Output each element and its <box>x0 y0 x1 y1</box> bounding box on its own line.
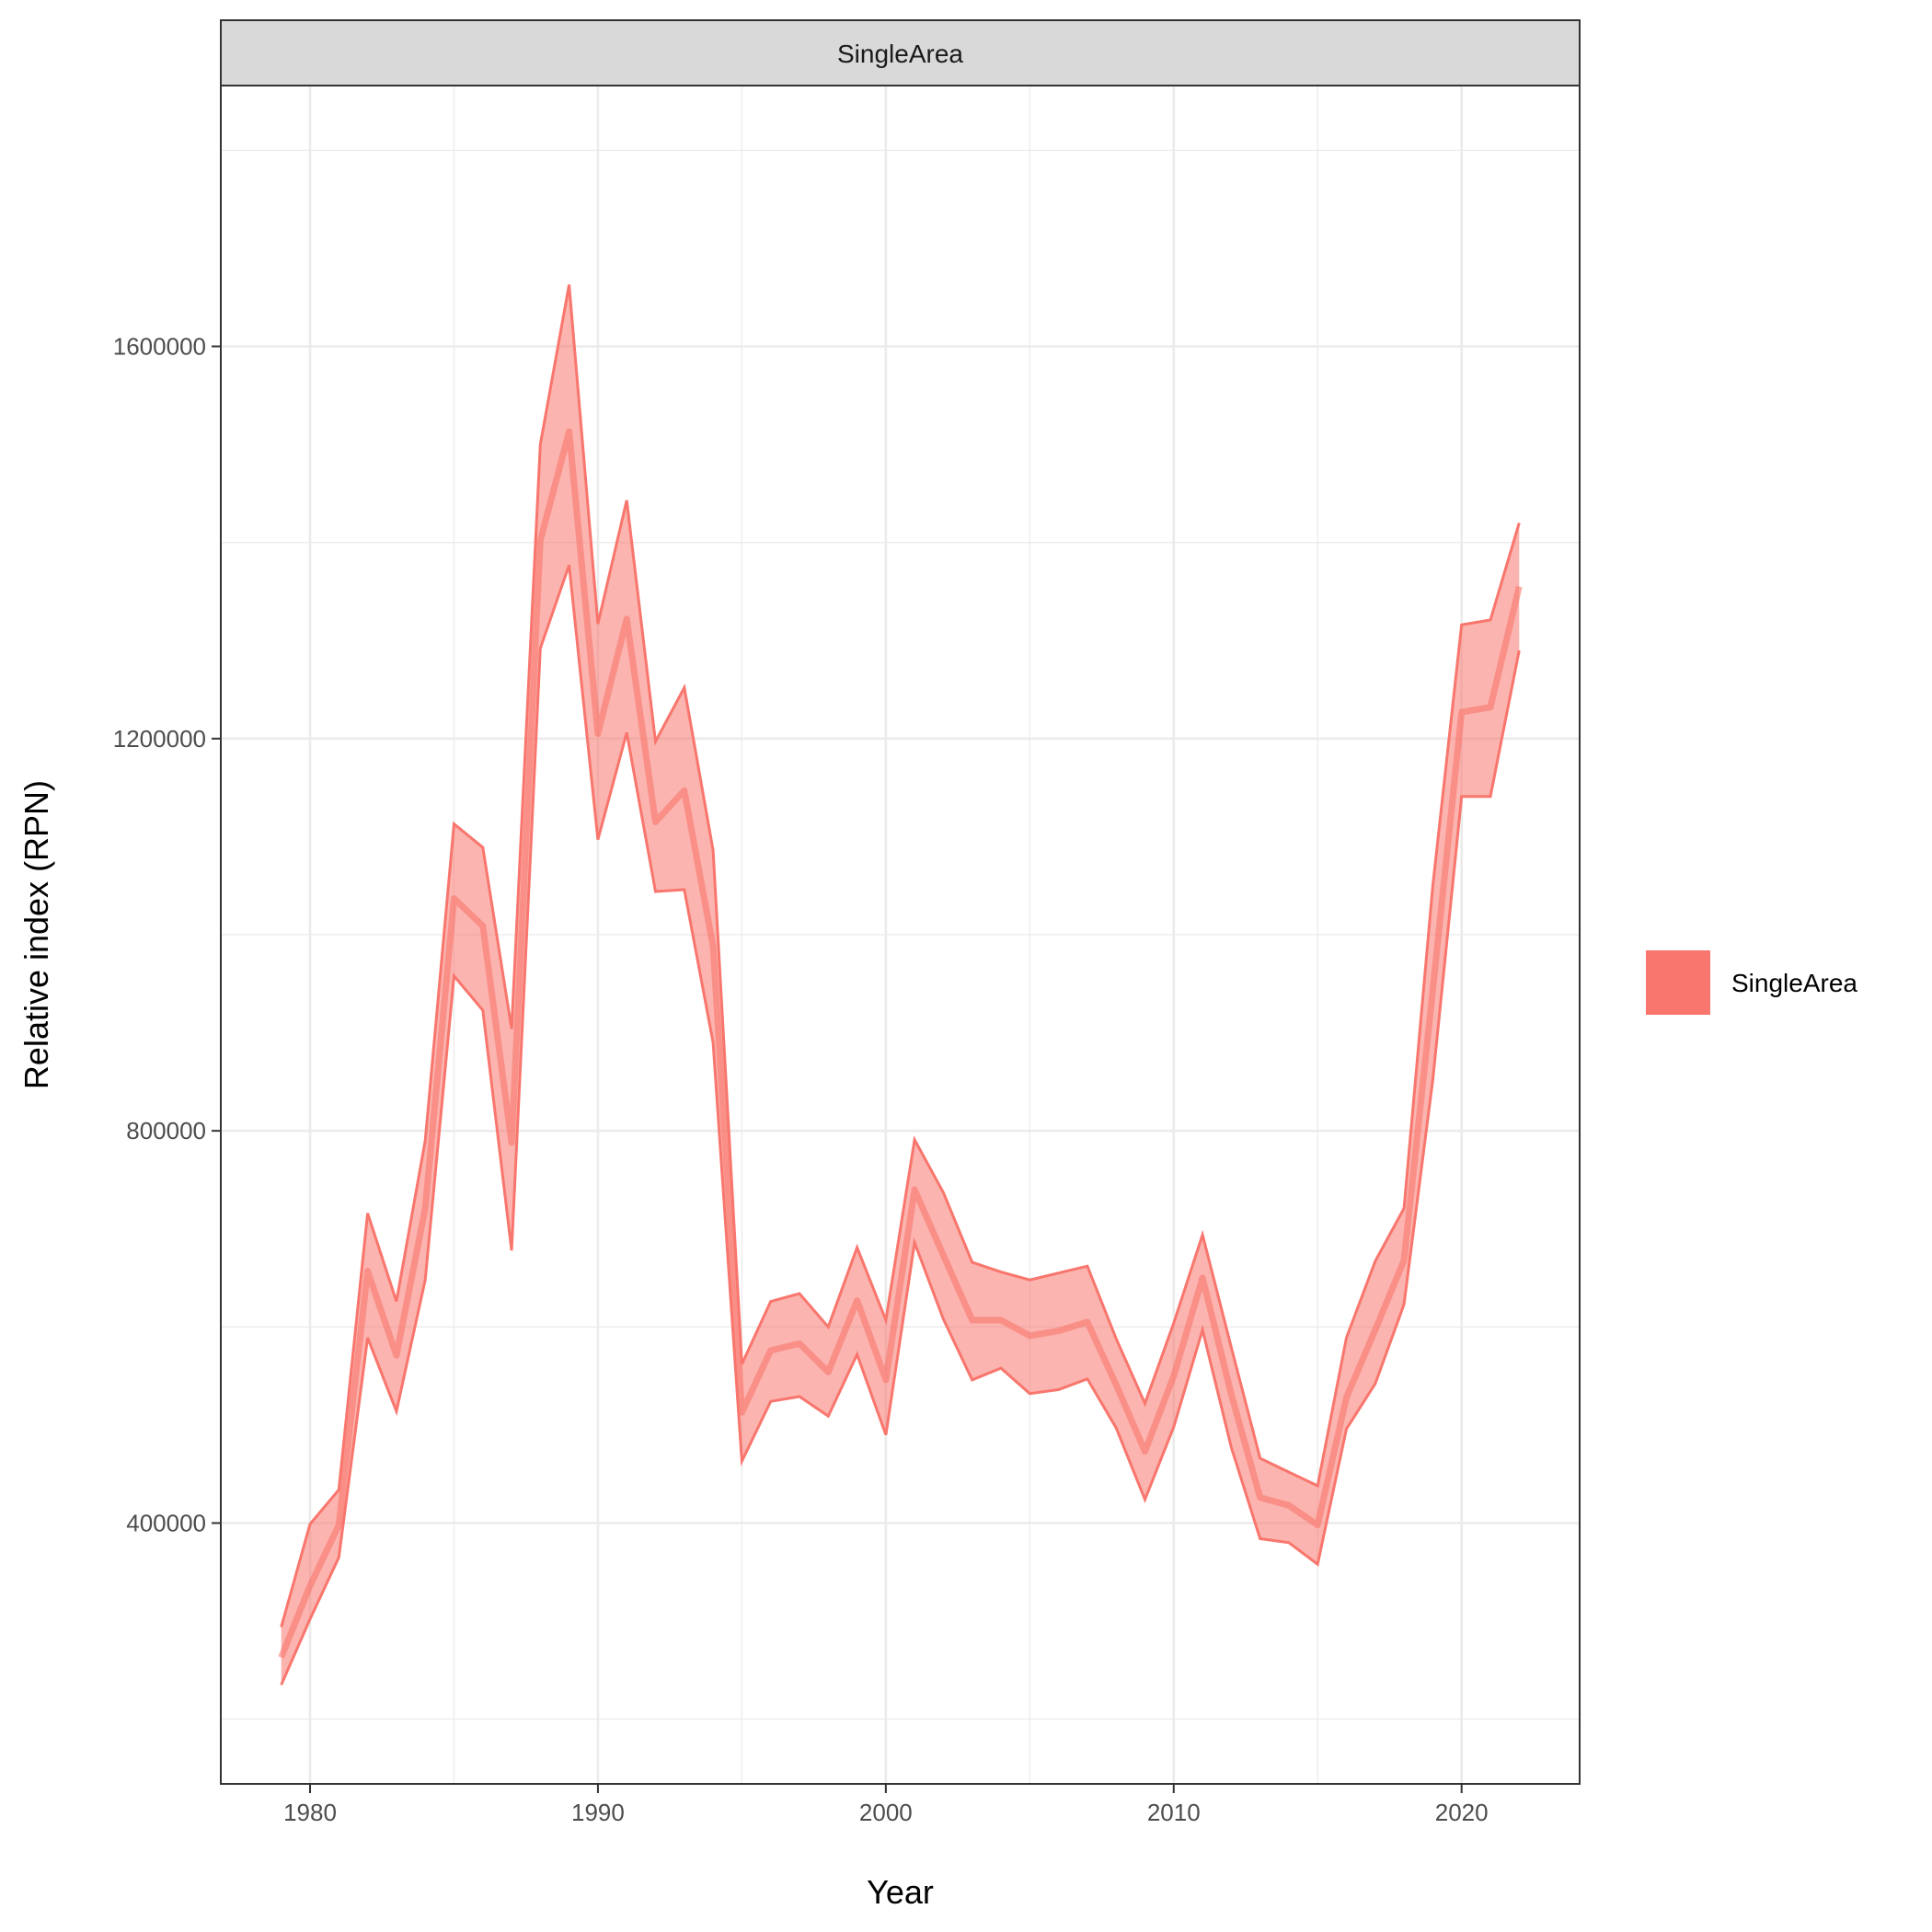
x-tick-label: 1990 <box>571 1799 625 1826</box>
estimate-line <box>278 428 1523 1659</box>
legend-label: SingleArea <box>1731 969 1857 997</box>
x-tick-label: 2010 <box>1147 1799 1201 1826</box>
major-gridlines <box>221 86 1580 1784</box>
legend: SingleArea <box>1646 950 1857 1015</box>
x-axis: 1980 1990 2000 2010 2020 <box>283 1784 1489 1826</box>
y-tick-label: 1200000 <box>113 725 206 753</box>
y-tick-label: 800000 <box>126 1117 206 1144</box>
x-axis-title: Year <box>867 1873 934 1911</box>
y-tick-label: 400000 <box>126 1509 206 1536</box>
legend-key <box>1646 950 1710 1015</box>
y-axis-title: Relative index (RPN) <box>17 780 55 1089</box>
facet-strip: SingleArea <box>220 19 1581 86</box>
lower-bound-line <box>280 564 1521 1686</box>
y-axis: 400000 800000 1200000 1600000 <box>113 333 221 1536</box>
panel <box>220 85 1581 1785</box>
y-tick-label: 1600000 <box>113 333 206 361</box>
x-tick-label: 1980 <box>283 1799 337 1826</box>
facet-strip-label: SingleArea <box>837 40 963 68</box>
x-tick-label: 2000 <box>859 1799 913 1826</box>
x-tick-label: 2020 <box>1435 1799 1489 1826</box>
facet-strip-background <box>220 19 1581 86</box>
series-layer <box>278 284 1523 1686</box>
upper-bound-line <box>280 284 1521 1627</box>
